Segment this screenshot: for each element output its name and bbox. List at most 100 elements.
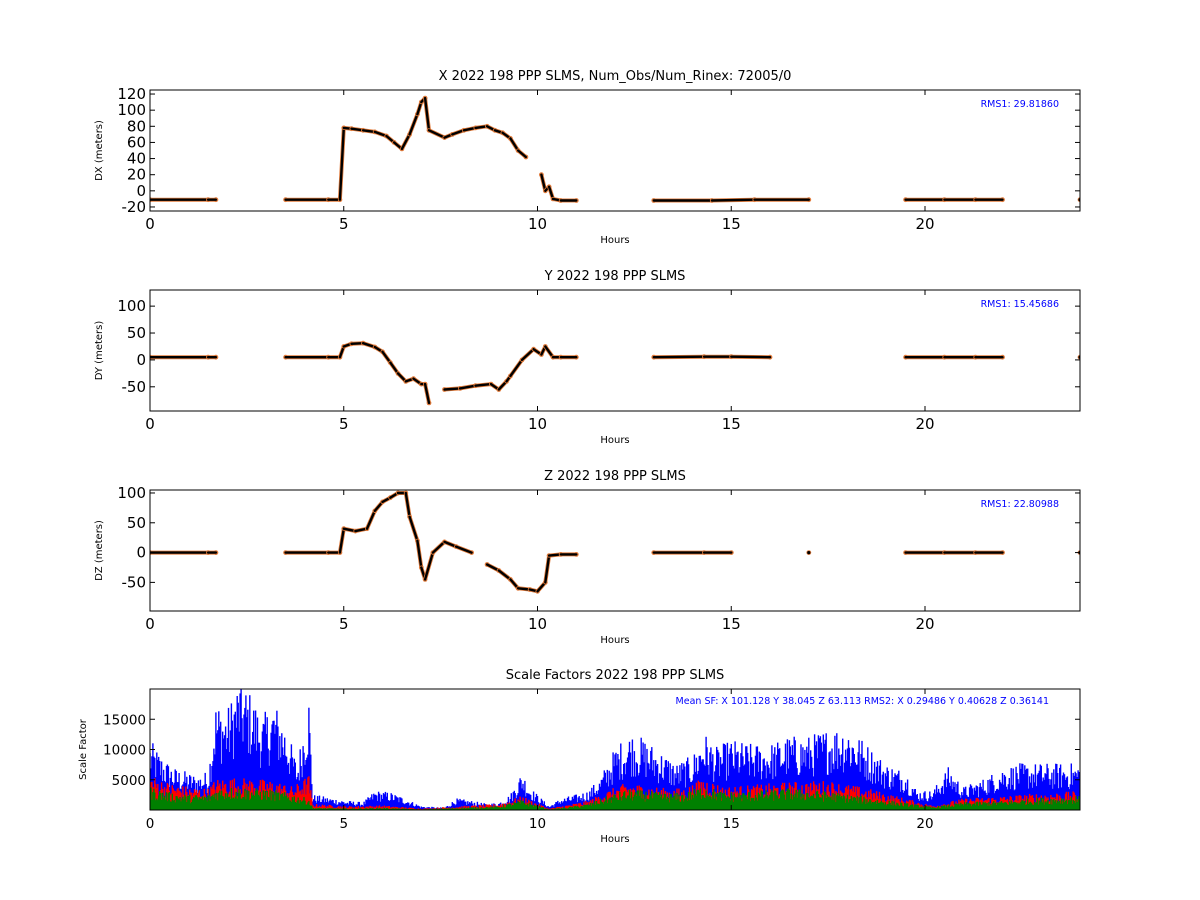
x-tick-label: 0 — [146, 816, 155, 832]
y-tick-label: 120 — [117, 85, 146, 103]
x-axis-label: Hours — [600, 635, 629, 646]
x-axis-label: Hours — [600, 235, 629, 246]
panel-4: Scale Factors 2022 198 PPP SLMS 0 5 10 15 20 5… — [78, 668, 1081, 845]
trace-line — [408, 515, 419, 542]
trace-line — [431, 540, 446, 554]
trace-line — [423, 96, 431, 132]
panel-3: Z 2022 198 PPP SLMS 0 5 10 15 20 -50 0 50 100 Hour… — [94, 469, 1081, 646]
plot-frame — [149, 289, 1081, 412]
y-axis-label: DZ (meters) — [94, 520, 105, 581]
data-points — [150, 490, 1080, 594]
y-tick-label: 100 — [117, 101, 146, 119]
annotation: RMS1: 29.81860 — [981, 99, 1059, 110]
panel-title: X 2022 198 PPP SLMS, Num_Obs/Num_Rinex: … — [439, 69, 792, 84]
x-tick-label: 0 — [145, 215, 155, 233]
y-tick-label: 15000 — [103, 712, 146, 728]
annotation: RMS1: 15.45686 — [981, 299, 1059, 310]
x-tick-label: 15 — [722, 415, 741, 433]
trace-line — [509, 137, 520, 152]
trace-line — [408, 112, 419, 136]
x-tick-label: 10 — [529, 816, 546, 832]
trace-line — [404, 491, 411, 518]
trace-line — [381, 350, 392, 364]
trace-line — [544, 345, 555, 359]
y-tick-label: 60 — [127, 133, 146, 151]
data-points — [150, 95, 1080, 203]
trace-line — [451, 129, 466, 136]
trace-line — [416, 100, 423, 116]
data-points — [150, 689, 1080, 810]
y-tick-label: 50 — [127, 324, 146, 342]
trace-line — [458, 384, 477, 390]
y-tick-label: 100 — [117, 297, 146, 315]
trace-line — [365, 509, 376, 530]
trace-line — [423, 382, 431, 405]
y-tick-label: -50 — [122, 378, 147, 396]
trace-line — [497, 569, 512, 581]
trace-line — [509, 358, 524, 378]
trace-line — [485, 563, 500, 572]
y-tick-label: 0 — [136, 182, 146, 200]
trace-line — [730, 355, 772, 359]
y-tick-label: 50 — [127, 514, 146, 532]
panel-title: Scale Factors 2022 198 PPP SLMS — [506, 668, 725, 683]
trace-line — [474, 382, 493, 387]
y-tick-label: 40 — [127, 150, 146, 168]
x-tick-label: 15 — [722, 615, 741, 633]
y-tick-label: 5000 — [112, 773, 146, 789]
trace-line — [373, 130, 388, 138]
trace-line — [540, 173, 547, 193]
trace-line — [454, 545, 473, 554]
trace-line — [416, 539, 423, 569]
x-tick-label: 5 — [339, 415, 349, 433]
y-tick-label: 0 — [136, 351, 146, 369]
x-tick-label: 10 — [528, 615, 547, 633]
annotation: Mean SF: X 101.128 Y 38.045 Z 63.113 RMS… — [676, 696, 1049, 707]
trace-line — [544, 554, 551, 584]
x-tick-label: 20 — [915, 615, 934, 633]
x-axis-label: Hours — [600, 834, 629, 845]
y-axis-label: DX (meters) — [94, 120, 105, 181]
trace-line — [652, 355, 706, 359]
y-tick-label: -50 — [122, 573, 147, 591]
trace-line — [338, 527, 345, 554]
y-tick-label: 10000 — [103, 743, 146, 759]
trace-line — [443, 387, 462, 391]
plot-frame — [149, 89, 1081, 212]
x-tick-label: 10 — [528, 215, 547, 233]
y-tick-label: 20 — [127, 166, 146, 184]
x-tick-label: 0 — [145, 415, 155, 433]
y-tick-label: -20 — [122, 198, 147, 216]
x-tick-label: 5 — [339, 615, 349, 633]
y-tick-label: 100 — [117, 484, 146, 502]
y-tick-label: 80 — [127, 117, 146, 135]
data-point — [807, 551, 811, 555]
y-axis-label: Scale Factor — [78, 718, 89, 780]
x-axis-label: Hours — [600, 435, 629, 446]
x-tick-label: 20 — [915, 415, 934, 433]
trace-line — [516, 149, 528, 159]
x-tick-label: 15 — [722, 215, 741, 233]
x-tick-label: 0 — [145, 615, 155, 633]
plot-frame — [149, 489, 1081, 612]
panel-title: Z 2022 198 PPP SLMS — [544, 469, 686, 484]
x-tick-label: 10 — [528, 415, 547, 433]
x-tick-label: 5 — [339, 816, 348, 832]
annotation: RMS1: 22.80988 — [981, 499, 1059, 510]
trace-line — [423, 551, 435, 581]
trace-line — [710, 198, 756, 202]
trace-line — [400, 133, 411, 151]
trace-line — [361, 342, 376, 349]
trace-line — [427, 129, 446, 139]
panel-2: Y 2022 198 PPP SLMS 0 5 10 15 20 -50 0 50 100 Hour… — [94, 269, 1081, 446]
trace-line — [389, 361, 400, 375]
x-tick-label: 20 — [915, 215, 934, 233]
trace-line — [520, 348, 535, 362]
panel-1: X 2022 198 PPP SLMS, Num_Obs/Num_Rinex: … — [94, 69, 1081, 246]
x-tick-label: 5 — [339, 215, 349, 233]
trace-line — [338, 126, 345, 201]
panel-title: Y 2022 198 PPP SLMS — [544, 269, 686, 284]
x-tick-label: 20 — [916, 816, 933, 832]
data-points — [150, 340, 1080, 406]
